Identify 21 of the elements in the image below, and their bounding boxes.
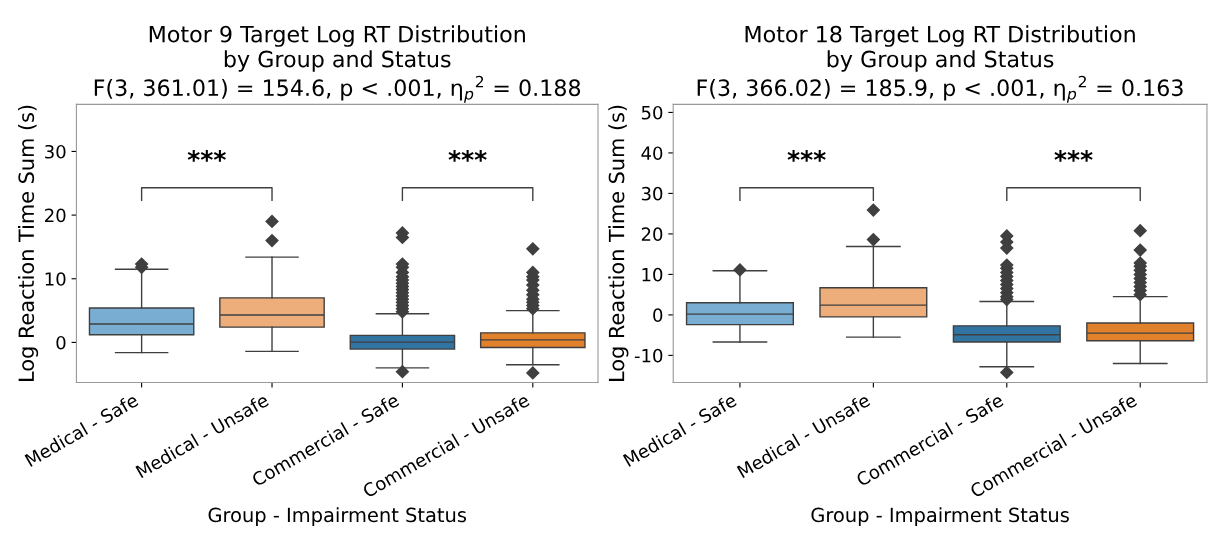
x-axis-title: Group - Impairment Status — [208, 507, 467, 527]
annotation: *** — [187, 150, 226, 162]
y-tick-label: 30 — [641, 186, 663, 201]
y-tick-label: 0 — [653, 308, 663, 323]
y-tick-label: 50 — [641, 105, 663, 120]
annotation: *** — [448, 150, 487, 162]
y-tick-label: 30 — [45, 144, 66, 159]
annotation: *** — [787, 150, 826, 162]
y-tick-label: 40 — [641, 146, 663, 161]
y-tick-label: 0 — [56, 335, 66, 350]
annotation: *** — [1054, 150, 1093, 162]
chart-title: Motor 18 Target Log RT Distribution by Group and Status F(3, 366.02) = 185.9, p < .001, η$_{p}$$^{2}$ = 0.163 — [697, 25, 1183, 103]
y-tick-label: 10 — [642, 267, 663, 282]
x-axis-title: Group - Impairment Status — [811, 507, 1069, 527]
y-axis-title: Log Reaction Time Sum (s) — [608, 105, 629, 381]
y-tick-label: 20 — [641, 227, 663, 242]
y-axis-title: Log Reaction Time Sum (s) — [18, 105, 39, 381]
y-tick-label: 10 — [45, 272, 66, 286]
y-tick-label: -10 — [634, 348, 663, 363]
y-tick-label: 20 — [45, 208, 66, 223]
chart-title: Motor 9 Target Log RT Distribution by Group and Status F(3, 361.01) = 154.6, p < .001, η$_{p}$$^{2}$ = 0.188 — [94, 25, 581, 103]
